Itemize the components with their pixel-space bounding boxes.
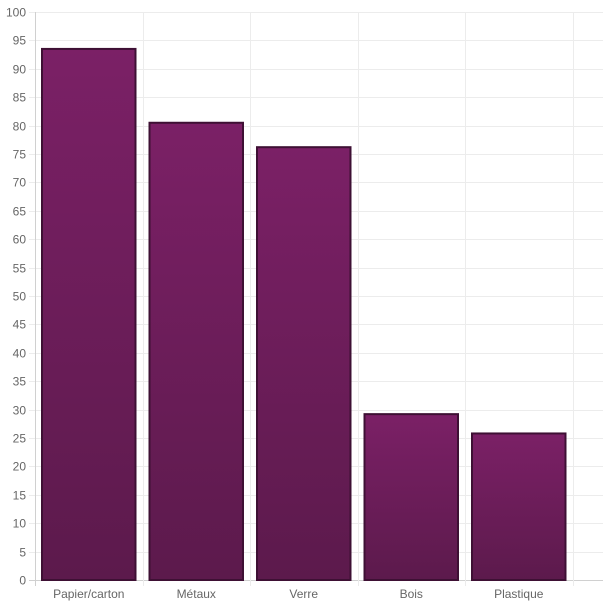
y-tick-label: 75 — [13, 148, 27, 162]
y-axis: 0 5 10 15 20 25 30 35 40 45 50 55 60 65 70 75 80 85 90 95 10… — [6, 6, 26, 588]
y-tick-label: 20 — [13, 460, 27, 474]
y-tick-label: 90 — [13, 63, 27, 77]
y-tick-label: 45 — [13, 318, 27, 332]
x-tick-label: Papier/carton — [53, 587, 124, 601]
y-tick-label: 0 — [19, 574, 26, 588]
y-tick-label: 30 — [13, 404, 27, 418]
bars — [41, 47, 567, 582]
y-tick-label: 35 — [13, 375, 27, 389]
x-tick-label: Plastique — [494, 587, 544, 601]
y-tick-label: 15 — [13, 489, 27, 503]
y-tick-label: 50 — [13, 290, 27, 304]
y-tick-label: 25 — [13, 432, 27, 446]
y-tick-label: 80 — [13, 120, 27, 134]
bar[interactable] — [363, 413, 459, 582]
bar[interactable] — [148, 121, 244, 581]
y-tick-label: 65 — [13, 205, 27, 219]
y-tick-label: 100 — [6, 6, 26, 20]
x-tick-label: Métaux — [177, 587, 216, 601]
y-tick-label: 40 — [13, 347, 27, 361]
bar[interactable] — [41, 47, 137, 582]
bar[interactable] — [471, 432, 567, 581]
y-tick-label: 5 — [19, 546, 26, 560]
y-tick-label: 10 — [13, 517, 27, 531]
y-tick-label: 95 — [13, 34, 27, 48]
y-tick-label: 60 — [13, 233, 27, 247]
x-tick-label: Verre — [289, 587, 318, 601]
x-tick-label: Bois — [400, 587, 423, 601]
x-axis: Papier/carton Métaux Verre Bois Plastique — [53, 587, 544, 601]
y-tick-label: 85 — [13, 91, 27, 105]
bar[interactable] — [256, 146, 352, 582]
y-tick-label: 70 — [13, 176, 27, 190]
y-tick-label: 55 — [13, 262, 27, 276]
